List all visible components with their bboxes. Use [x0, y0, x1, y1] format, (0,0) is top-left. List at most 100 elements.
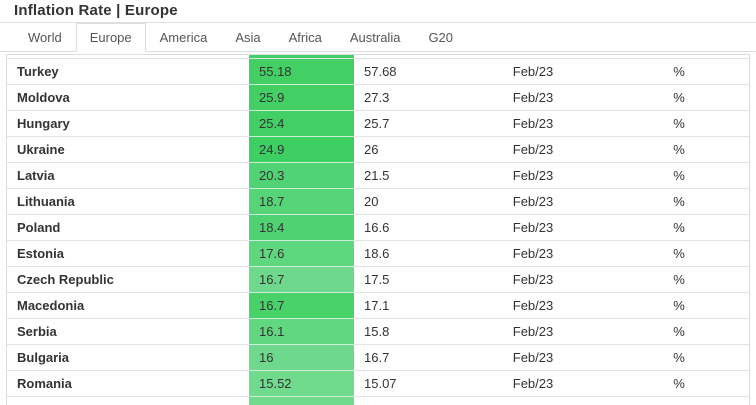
tab-australia[interactable]: Australia [336, 23, 415, 52]
table-row[interactable]: Macedonia 16.7 17.1 Feb/23 % [7, 292, 749, 319]
tab-g20[interactable]: G20 [414, 23, 467, 52]
table-row[interactable]: Estonia 17.6 18.6 Feb/23 % [7, 240, 749, 267]
last-value-cell: 15.52 [249, 370, 354, 397]
reference-cell: Feb/23 [457, 188, 609, 215]
previous-value-cell: 15.8 [354, 318, 457, 345]
unit-cell: % [609, 214, 749, 241]
reference-cell: Feb/23 [457, 344, 609, 371]
unit-cell: % [609, 84, 749, 111]
country-link[interactable]: Turkey [7, 59, 249, 85]
unit-cell: % [609, 188, 749, 215]
last-value-cell: 16.1 [249, 318, 354, 345]
last-value-cell: 24.9 [249, 136, 354, 163]
page-header: Inflation Rate | Europe [0, 0, 756, 23]
reference-cell: Feb/23 [457, 84, 609, 111]
last-value-cell: 18.4 [249, 214, 354, 241]
tab-label: America [159, 30, 208, 45]
previous-value-cell: 57.68 [354, 59, 457, 85]
last-value-cell: 55.18 [249, 59, 354, 85]
unit-cell: % [609, 370, 749, 397]
last-value-cell: 25.9 [249, 84, 354, 111]
country-link[interactable]: Czech Republic [7, 266, 249, 293]
previous-value-cell: 26 [354, 136, 457, 163]
previous-value-cell [354, 397, 457, 405]
table-row[interactable]: Hungary 25.4 25.7 Feb/23 % [7, 110, 749, 137]
table-row[interactable]: Romania 15.52 15.07 Feb/23 % [7, 370, 749, 397]
table-row[interactable]: Turkey 55.18 57.68 Feb/23 % [7, 59, 749, 85]
unit-cell: % [609, 344, 749, 371]
table-row[interactable]: Lithuania 18.7 20 Feb/23 % [7, 188, 749, 215]
reference-cell [457, 397, 609, 405]
tab-label: G20 [428, 30, 454, 45]
country-link[interactable]: Macedonia [7, 292, 249, 319]
previous-value-cell: 17.1 [354, 292, 457, 319]
tab-label: Asia [235, 30, 261, 45]
country-link[interactable]: Ukraine [7, 136, 249, 163]
unit-cell: % [609, 162, 749, 189]
unit-cell: % [609, 110, 749, 137]
table-row[interactable]: Bulgaria 16 16.7 Feb/23 % [7, 344, 749, 371]
unit-cell: % [609, 292, 749, 319]
previous-value-cell: 21.5 [354, 162, 457, 189]
table-row[interactable]: Serbia 16.1 15.8 Feb/23 % [7, 318, 749, 345]
reference-cell: Feb/23 [457, 370, 609, 397]
country-link[interactable]: Serbia [7, 318, 249, 345]
table-row-partial[interactable] [7, 396, 749, 405]
previous-value-cell: 15.07 [354, 370, 457, 397]
country-link[interactable]: Estonia [7, 240, 249, 267]
tab-world[interactable]: World [14, 23, 76, 52]
tab-label: Africa [288, 30, 322, 45]
previous-value-cell: 20 [354, 188, 457, 215]
tab-africa[interactable]: Africa [275, 23, 336, 52]
country-link[interactable]: Romania [7, 370, 249, 397]
country-link[interactable]: Moldova [7, 84, 249, 111]
tab-label: Europe [89, 30, 132, 45]
reference-cell: Feb/23 [457, 318, 609, 345]
reference-cell: Feb/23 [457, 59, 609, 85]
unit-cell: % [609, 136, 749, 163]
last-value-cell: 16 [249, 344, 354, 371]
last-value-cell: 25.4 [249, 110, 354, 137]
unit-cell: % [609, 266, 749, 293]
unit-cell: % [609, 59, 749, 85]
tab-america[interactable]: America [146, 23, 222, 52]
last-value-column-sliver [249, 55, 354, 58]
unit-cell [609, 397, 749, 405]
region-tabs: World Europe America Asia Africa Australia G20 [0, 23, 756, 52]
last-value-cell: 16.7 [249, 266, 354, 293]
last-value-cell: 17.6 [249, 240, 354, 267]
reference-cell: Feb/23 [457, 292, 609, 319]
table-row[interactable]: Ukraine 24.9 26 Feb/23 % [7, 136, 749, 163]
reference-cell: Feb/23 [457, 162, 609, 189]
table-row[interactable]: Moldova 25.9 27.3 Feb/23 % [7, 84, 749, 111]
unit-cell: % [609, 318, 749, 345]
reference-cell: Feb/23 [457, 110, 609, 137]
reference-cell: Feb/23 [457, 214, 609, 241]
previous-value-cell: 16.7 [354, 344, 457, 371]
inflation-table: Turkey 55.18 57.68 Feb/23 % Moldova 25.9… [7, 59, 749, 405]
country-link[interactable]: Poland [7, 214, 249, 241]
last-value-cell: 16.7 [249, 292, 354, 319]
country-link[interactable]: Bulgaria [7, 344, 249, 371]
previous-value-cell: 27.3 [354, 84, 457, 111]
previous-value-cell: 16.6 [354, 214, 457, 241]
table-row[interactable]: Poland 18.4 16.6 Feb/23 % [7, 214, 749, 241]
country-link[interactable]: Latvia [7, 162, 249, 189]
table-row[interactable]: Latvia 20.3 21.5 Feb/23 % [7, 162, 749, 189]
previous-value-cell: 17.5 [354, 266, 457, 293]
table-row[interactable]: Czech Republic 16.7 17.5 Feb/23 % [7, 266, 749, 293]
reference-cell: Feb/23 [457, 240, 609, 267]
reference-cell: Feb/23 [457, 266, 609, 293]
country-link[interactable]: Hungary [7, 110, 249, 137]
country-link[interactable] [7, 397, 249, 405]
tab-label: Australia [349, 30, 401, 45]
table-panel: Turkey 55.18 57.68 Feb/23 % Moldova 25.9… [6, 54, 750, 405]
unit-cell: % [609, 240, 749, 267]
previous-value-cell: 18.6 [354, 240, 457, 267]
tab-asia[interactable]: Asia [221, 23, 274, 52]
last-value-cell [249, 396, 354, 405]
tab-europe[interactable]: Europe [75, 23, 146, 52]
last-value-cell: 18.7 [249, 188, 354, 215]
country-link[interactable]: Lithuania [7, 188, 249, 215]
